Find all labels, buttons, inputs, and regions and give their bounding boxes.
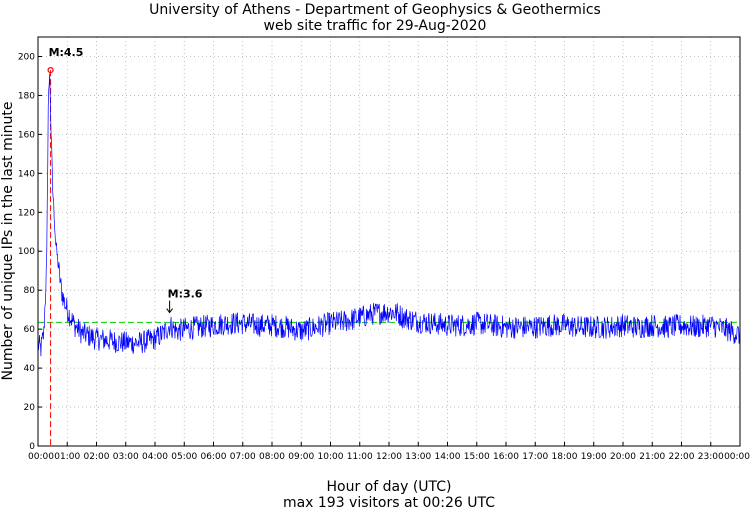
x-tick-label: 20:00 [610, 452, 636, 462]
y-tick-labels: 0 20 40 60 80 100 120 140 160 180 200 [18, 52, 35, 452]
x-axis-label: Hour of day (UTC) [327, 479, 452, 495]
chart-title: University of Athens - Department of Geo… [149, 2, 601, 18]
y-tick-label: 160 [18, 130, 35, 140]
x-tick-label: 18:00 [552, 452, 578, 462]
x-tick-label: 15:00 [464, 452, 490, 462]
x-tick-label: 14:00 [435, 452, 461, 462]
x-tick-label: 01:00 [54, 452, 80, 462]
annotation-arrow-head [166, 308, 174, 314]
x-tick-label: 02:00 [84, 452, 110, 462]
y-tick-label: 40 [24, 364, 36, 374]
max-visitors-note: max 193 visitors at 00:26 UTC [283, 495, 495, 511]
x-tick-label: 19:00 [581, 452, 607, 462]
y-axis-label: Number of unique IPs in the last minute [0, 102, 16, 381]
x-tick-label: 09:00 [288, 452, 314, 462]
x-tick-label: 03:00 [113, 452, 139, 462]
annotations: M:4.5 M:3.6 [47, 46, 203, 314]
series-layer [37, 73, 741, 357]
y-tick-label: 0 [29, 442, 35, 452]
y-tick-label: 80 [24, 286, 36, 296]
x-tick-label: 21:00 [639, 452, 665, 462]
y-tick-label: 200 [18, 52, 35, 62]
x-tick-label: 12:00 [376, 452, 402, 462]
traffic-series-line [37, 73, 741, 357]
x-tick-label: 22:00 [669, 452, 695, 462]
x-tick-label: 00:00 [28, 452, 54, 462]
y-tick-label: 20 [24, 403, 36, 413]
x-tick-label: 17:00 [522, 452, 548, 462]
max-marker [47, 67, 54, 74]
plot-frame [37, 36, 741, 447]
x-tick-label: 06:00 [201, 452, 227, 462]
x-tick-label: 00:00 [724, 452, 750, 462]
y-tick-label: 120 [18, 208, 35, 218]
x-tick-label: 04:00 [142, 452, 168, 462]
x-tick-label: 08:00 [259, 452, 285, 462]
y-tick-label: 60 [24, 325, 36, 335]
x-tick-label: 16:00 [493, 452, 519, 462]
x-tick-label: 23:00 [698, 452, 724, 462]
x-tick-label: 11:00 [347, 452, 373, 462]
chart-subtitle: web site traffic for 29-Aug-2020 [264, 18, 487, 34]
x-tick-label: 05:00 [171, 452, 197, 462]
x-tick-label: 10:00 [318, 452, 344, 462]
y-tick-label: 140 [18, 169, 35, 179]
x-tick-label: 13:00 [405, 452, 431, 462]
y-tick-label: 100 [18, 247, 35, 257]
annotation-label: M:3.6 [168, 288, 203, 301]
y-tick-label: 180 [18, 91, 35, 101]
x-tick-label: 07:00 [230, 452, 256, 462]
x-tick-labels: 00:00 01:00 02:00 03:00 04:00 05:00 06:00 07:00… [28, 452, 750, 462]
annotation-label: M:4.5 [49, 46, 84, 59]
